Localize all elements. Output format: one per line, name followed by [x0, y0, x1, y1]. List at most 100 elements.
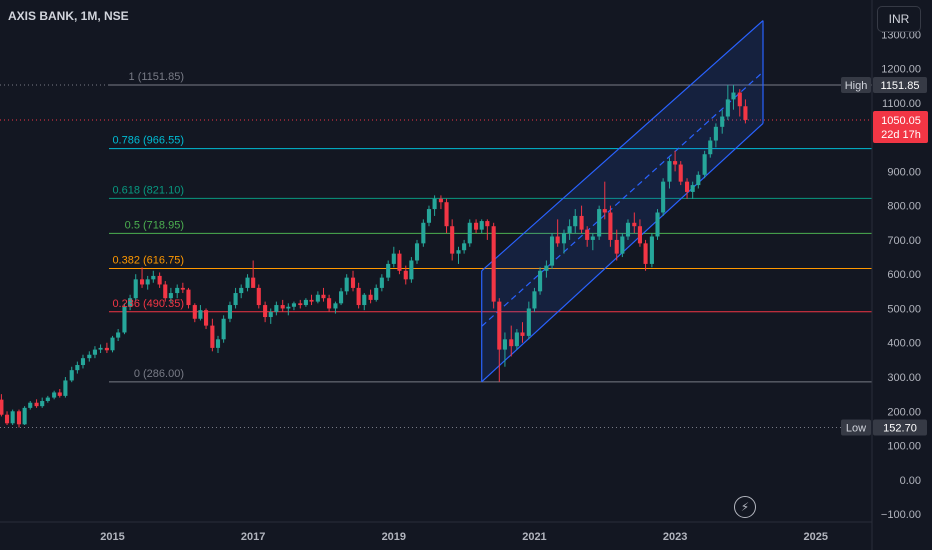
candle [263, 301, 268, 323]
candles-layer [0, 85, 748, 428]
time-axis-tick-label: 2025 [803, 531, 827, 543]
candle-body [538, 270, 543, 292]
candle-body [344, 277, 349, 292]
candle [602, 181, 607, 220]
candle [22, 406, 27, 426]
candle [497, 298, 502, 382]
candle-body [28, 402, 33, 408]
price-axis[interactable]: 1300.001200.001100.001000.00900.00800.00… [881, 29, 921, 521]
candle-body [315, 294, 320, 302]
candle [368, 289, 373, 304]
candle [432, 195, 437, 216]
candle [632, 212, 637, 234]
candle-body [327, 298, 332, 309]
candle [725, 85, 730, 120]
candle [45, 395, 50, 403]
candle-body [391, 253, 396, 264]
price-axis-tick-label: 100.00 [887, 441, 921, 453]
candle [157, 272, 162, 288]
candle [63, 377, 68, 398]
candle-body [479, 221, 484, 230]
candle [614, 229, 619, 261]
candle [544, 260, 549, 278]
candle [386, 260, 391, 282]
candle-body [608, 212, 613, 240]
price-axis-tick-label: 900.00 [887, 166, 921, 178]
channel-fill [481, 20, 763, 382]
candle-body [438, 198, 443, 203]
candle-body [474, 222, 479, 230]
price-tag-label: High [845, 80, 868, 92]
candle [485, 219, 490, 240]
lightning-bolt-icon[interactable]: ⚡︎ [734, 496, 756, 518]
candle [379, 274, 384, 292]
candle [374, 284, 379, 302]
candle [298, 299, 303, 309]
candle-body [374, 287, 379, 300]
price-labels-layer: High 1151.85 1050.05 22d 17h Low 152.70 [841, 77, 928, 436]
candle [696, 171, 701, 189]
candle [462, 239, 467, 254]
candle-body [456, 250, 461, 254]
time-axis-tick-label: 2019 [382, 531, 406, 543]
candle-body [485, 221, 490, 227]
candle [303, 298, 308, 307]
candle-body [725, 99, 730, 117]
candle [69, 366, 74, 383]
candle-body [397, 253, 402, 271]
regression-channel[interactable] [481, 20, 764, 383]
candle [339, 287, 344, 306]
candle [509, 325, 514, 357]
candle [280, 299, 285, 312]
candle-body [708, 140, 713, 155]
candle [198, 305, 203, 321]
candle [743, 99, 748, 124]
time-axis[interactable]: 2015 2017 2019 2021 2023 2025 [100, 531, 828, 543]
candle-body [368, 294, 373, 300]
price-axis-tick-label: 600.00 [887, 269, 921, 281]
candle-body [620, 236, 625, 254]
candle [678, 161, 683, 186]
candle-body [245, 277, 250, 288]
candle [344, 274, 349, 295]
currency-button[interactable]: INR [877, 6, 921, 32]
candle-body [92, 349, 97, 355]
candle-body [573, 215, 578, 227]
candle [268, 308, 273, 324]
candle-body [579, 215, 584, 230]
candle-body [555, 236, 560, 244]
price-tag-value-bg [873, 77, 927, 94]
candle-body [52, 392, 57, 398]
candle-body [110, 337, 115, 351]
candle [175, 284, 180, 299]
candle-body [0, 399, 4, 415]
time-axis-tick-label: 2017 [241, 531, 265, 543]
candle-body [140, 279, 145, 285]
candle [40, 397, 45, 408]
candle-body [409, 260, 414, 280]
candle [491, 222, 496, 309]
candle [28, 401, 33, 410]
candle-body [168, 293, 173, 299]
channel-median-line[interactable] [481, 71, 764, 327]
channel-upper-line[interactable] [481, 20, 764, 272]
candle [643, 239, 648, 271]
candle-body [421, 222, 426, 244]
candle [720, 109, 725, 134]
candle-body [702, 154, 707, 175]
candle [291, 301, 296, 311]
candle [502, 332, 507, 367]
candle [309, 294, 314, 306]
candle [520, 322, 525, 343]
candle-body [602, 209, 607, 213]
candle-body [632, 222, 637, 227]
candle-body [661, 181, 666, 213]
candle [140, 267, 145, 288]
candle [450, 219, 455, 261]
price-axis-tick-label: 200.00 [887, 406, 921, 418]
candle-body [339, 291, 344, 304]
candle [561, 229, 567, 254]
price-axis-tick-label: 800.00 [887, 201, 921, 213]
candle-body [221, 318, 226, 340]
